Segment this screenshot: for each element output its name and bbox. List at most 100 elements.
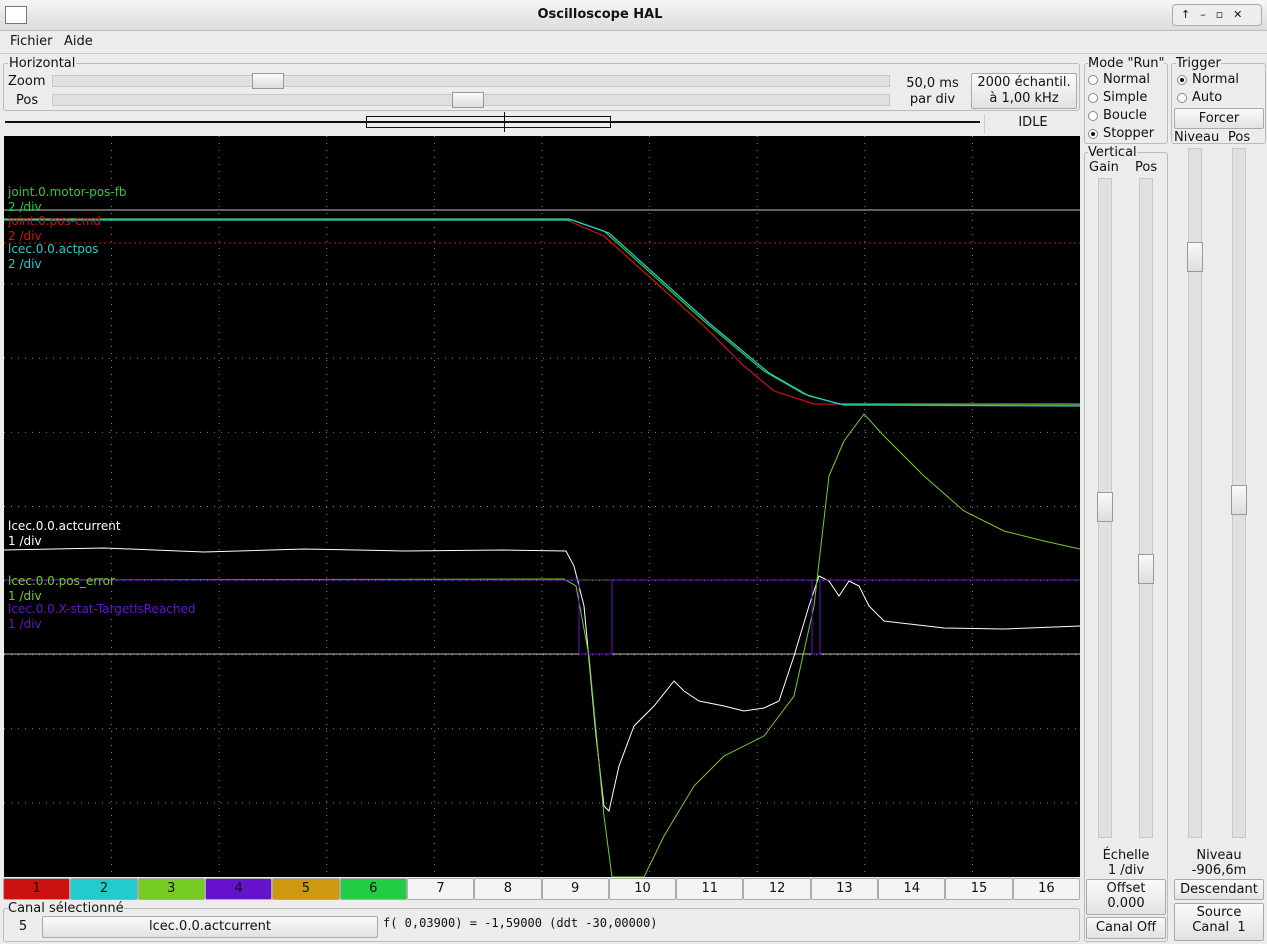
record-bar <box>5 121 980 123</box>
rate: à 1,00 kHz <box>989 91 1059 106</box>
offset-value: 0.000 <box>1107 896 1145 911</box>
radio-label: Auto <box>1192 90 1223 105</box>
radio[interactable] <box>1177 93 1187 103</box>
pos-thumb[interactable] <box>452 92 484 108</box>
channel-button[interactable]: 9 <box>541 878 609 900</box>
trace-scale: 1 /div <box>8 617 42 631</box>
channel-button[interactable]: 4 <box>204 878 273 900</box>
samples: 2000 échantil. <box>977 75 1071 90</box>
trace <box>4 413 1080 877</box>
vpos-label: Pos <box>1135 160 1158 175</box>
vpos-slider[interactable] <box>1139 178 1153 838</box>
channel-button[interactable]: 2 <box>70 878 138 900</box>
zoom-thumb[interactable] <box>252 73 284 89</box>
radio[interactable] <box>1088 129 1098 139</box>
menu-item[interactable]: Aide <box>64 34 93 49</box>
status: IDLE <box>984 114 1081 134</box>
window-title: Oscilloscope HAL <box>537 7 663 22</box>
pos-label: Pos <box>16 93 39 108</box>
run-mode-title: Mode "Run" <box>1088 56 1165 71</box>
trace-scale: 2 /div <box>8 200 42 214</box>
selected-label: Canal sélectionné <box>8 901 124 916</box>
selected-box <box>3 908 1080 942</box>
channel-off-button[interactable]: Canal Off <box>1086 917 1166 939</box>
offset-button[interactable] <box>1086 879 1166 915</box>
source-value: Canal 1 <box>1192 920 1246 935</box>
gain-thumb[interactable] <box>1097 492 1113 522</box>
channel-button[interactable]: 10 <box>608 878 677 900</box>
trig-pos-thumb[interactable] <box>1231 485 1247 515</box>
trace-scale: 2 /div <box>8 229 42 243</box>
trig-pos-label: Pos <box>1228 130 1251 145</box>
level-thumb[interactable] <box>1187 242 1203 272</box>
window-icon <box>5 6 27 24</box>
radio-label: Boucle <box>1103 108 1147 123</box>
level-slider[interactable] <box>1188 148 1202 838</box>
trace-scale: 2 /div <box>8 257 42 271</box>
window-controls[interactable]: ↑–▫✕ <box>1172 4 1262 26</box>
vertical-title: Vertical <box>1088 145 1137 160</box>
channel-button[interactable]: 8 <box>474 878 542 900</box>
level-value: -906,6m <box>1191 863 1247 878</box>
radio-label: Simple <box>1103 90 1148 105</box>
selected-number: 5 <box>18 919 28 934</box>
radio[interactable] <box>1088 75 1098 85</box>
source-button[interactable] <box>1174 903 1264 941</box>
channel-button[interactable]: 14 <box>878 878 946 900</box>
horizontal-box <box>3 63 1080 111</box>
offset-label: Offset <box>1106 881 1146 896</box>
radio-label: Normal <box>1103 72 1151 87</box>
trace-name: lcec.0.0.actcurrent <box>8 519 121 533</box>
trace <box>4 547 1080 812</box>
channel-button[interactable]: 16 <box>1012 878 1080 900</box>
radio[interactable] <box>1088 93 1098 103</box>
scope-screen: joint.0.motor-pos-fb2 /divjoint.0.pos-cm… <box>4 136 1080 877</box>
channel-button[interactable]: 7 <box>406 878 475 900</box>
trace-name: joint.0.motor-pos-fb <box>7 185 127 199</box>
trace-name: lcec.0.0.actpos <box>8 242 99 256</box>
trace <box>4 219 1080 407</box>
trace-name: lcec.0.0.pos_error <box>8 574 115 588</box>
channel-button[interactable]: 6 <box>339 878 407 900</box>
channel-button[interactable]: 15 <box>945 878 1013 900</box>
readout: f( 0,03900) = -1,59000 (ddt -30,00000) <box>383 916 658 930</box>
horizontal-title: Horizontal <box>8 56 77 71</box>
trace-name: joint.0.pos-cmd <box>7 214 101 228</box>
zoom-slider[interactable] <box>52 75 890 87</box>
channel-button[interactable]: 13 <box>810 878 879 900</box>
radio[interactable] <box>1177 75 1187 85</box>
channel-button[interactable]: 5 <box>272 878 340 900</box>
gain-label: Gain <box>1089 160 1119 175</box>
radio-label: Normal <box>1192 72 1240 87</box>
samples-button[interactable] <box>971 73 1077 109</box>
trace <box>4 579 1080 655</box>
scale-value: 1 /div <box>1107 863 1145 878</box>
record-window <box>366 116 611 128</box>
channel-button[interactable]: 11 <box>676 878 744 900</box>
trace-scale: 1 /div <box>8 589 42 603</box>
level-label: Niveau <box>1174 130 1220 145</box>
channel-button[interactable]: 3 <box>137 878 205 900</box>
menu-bar: Fichier Aide <box>0 31 1267 54</box>
vpos-thumb[interactable] <box>1138 554 1154 584</box>
trace <box>4 218 1080 406</box>
radio-label: Stopper <box>1103 126 1155 141</box>
force-button[interactable]: Forcer <box>1174 108 1264 129</box>
selected-name[interactable]: lcec.0.0.actcurrent <box>42 916 378 938</box>
trigger-title: Trigger <box>1176 56 1221 71</box>
edge-button[interactable]: Descendant <box>1174 879 1264 900</box>
channel-button[interactable]: 12 <box>743 878 811 900</box>
vertical-box <box>1084 152 1168 942</box>
trace-scale: 1 /div <box>8 534 42 548</box>
zoom-label: Zoom <box>8 74 46 89</box>
h-scale-unit: par div <box>909 92 956 107</box>
channel-bar: 1 2 3 4 5 6 7 8 9 10 11 12 13 14 15 16 <box>3 878 1080 900</box>
level-caption: Niveau <box>1196 848 1242 863</box>
channel-button[interactable]: 1 <box>3 878 71 900</box>
trace-name: lcec.0.0.X-stat-TargetIsReached <box>8 602 195 616</box>
menu-item[interactable]: Fichier <box>10 34 53 49</box>
source-label: Source <box>1196 905 1242 920</box>
radio[interactable] <box>1088 111 1098 121</box>
h-scale: 50,0 ms <box>906 76 959 91</box>
